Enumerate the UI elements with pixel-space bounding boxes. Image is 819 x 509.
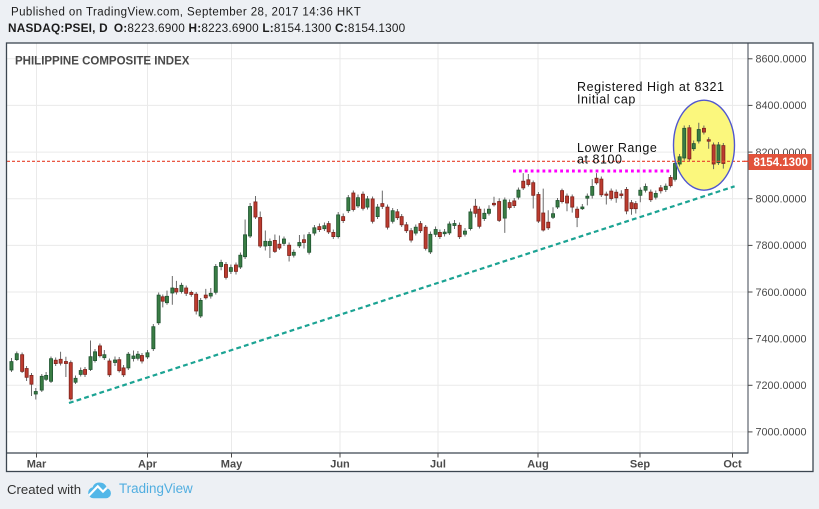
svg-text:Oct: Oct — [723, 459, 742, 471]
svg-text:8600.0000: 8600.0000 — [756, 54, 807, 66]
svg-text:Published on TradingView.com,: Published on TradingView.com, September … — [11, 7, 361, 19]
svg-text:7600.0000: 7600.0000 — [756, 287, 807, 299]
svg-text:NASDAQ:PSEI, D O:8223.6900 H:8: NASDAQ:PSEI, D O:8223.6900 H:8223.6900 L… — [8, 21, 406, 35]
svg-text:PHILIPPINE COMPOSITE INDEX: PHILIPPINE COMPOSITE INDEX — [15, 56, 190, 68]
svg-text:7200.0000: 7200.0000 — [756, 380, 807, 392]
svg-text:Aug: Aug — [527, 459, 548, 471]
svg-text:8000.0000: 8000.0000 — [756, 194, 807, 206]
svg-text:May: May — [221, 459, 243, 471]
svg-text:Jun: Jun — [330, 459, 350, 471]
svg-text:Mar: Mar — [27, 459, 47, 471]
svg-text:8400.0000: 8400.0000 — [756, 100, 807, 112]
svg-text:Initial cap: Initial cap — [577, 92, 636, 106]
svg-text:Sep: Sep — [630, 459, 650, 471]
svg-text:Created with: Created with — [7, 482, 81, 497]
svg-text:TradingView: TradingView — [119, 481, 193, 496]
svg-text:Registered High at 8321: Registered High at 8321 — [577, 80, 724, 94]
svg-text:7800.0000: 7800.0000 — [756, 240, 807, 252]
svg-text:Jul: Jul — [430, 459, 446, 471]
svg-text:7000.0000: 7000.0000 — [756, 427, 807, 439]
svg-text:8154.1300: 8154.1300 — [754, 157, 808, 169]
svg-text:Lower Range: Lower Range — [577, 141, 657, 155]
svg-text:7400.0000: 7400.0000 — [756, 333, 807, 345]
svg-text:at 8100: at 8100 — [577, 153, 623, 167]
svg-text:Apr: Apr — [138, 459, 158, 471]
